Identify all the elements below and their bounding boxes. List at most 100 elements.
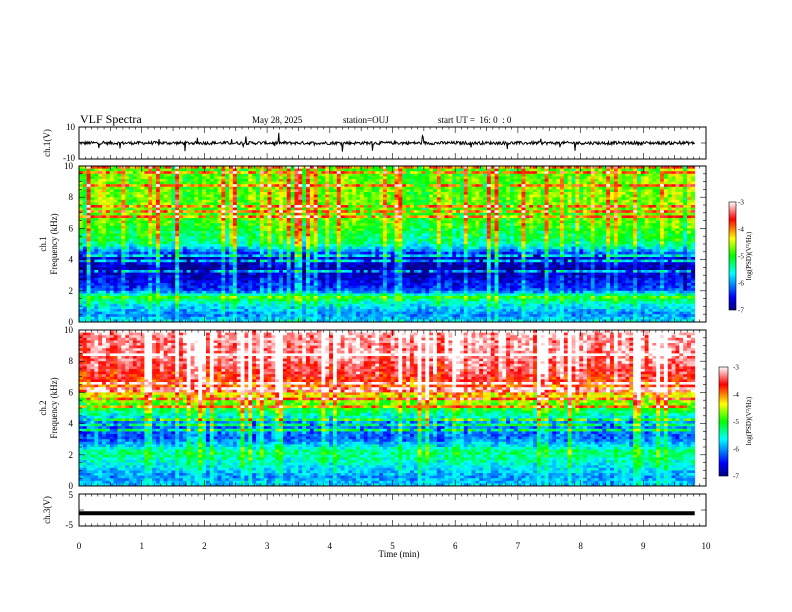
spectrogram-cell [383, 221, 387, 224]
spectrogram-cell [260, 200, 264, 203]
spectrogram-cell [106, 247, 110, 250]
spectrogram-cell [114, 218, 118, 221]
spectrogram-cell [271, 236, 275, 239]
spectrogram-cell [371, 293, 375, 296]
spectrogram-cell [283, 169, 287, 172]
spectrogram-cell [295, 169, 299, 172]
spectrogram-cell [337, 228, 341, 231]
spectrogram-cell [152, 174, 156, 177]
spectrogram-cell [175, 273, 179, 276]
spectrogram-cell [291, 304, 295, 307]
spectrogram-cell [360, 223, 364, 226]
spectrogram-cell [356, 208, 360, 211]
spectrogram-cell [268, 257, 272, 260]
spectrogram-cell [310, 239, 314, 242]
spectrogram-cell [379, 208, 383, 211]
spectrogram-cell [329, 244, 333, 247]
spectrogram-cell [83, 234, 87, 237]
spectrogram-cell [368, 267, 372, 270]
spectrogram-cell [160, 314, 164, 317]
spectrogram-cell [133, 288, 137, 291]
spectrogram-cell [345, 314, 349, 317]
spectrogram-cell [102, 241, 106, 244]
spectrogram-cell [91, 228, 95, 231]
spectrogram-cell [244, 299, 248, 302]
spectrogram-cell [194, 249, 198, 252]
spectrogram-cell [117, 296, 121, 299]
spectrogram-cell [179, 273, 183, 276]
spectrogram-cell [287, 218, 291, 221]
spectrogram-cell [129, 288, 133, 291]
spectrogram-cell [295, 197, 299, 200]
spectrogram-cell [291, 210, 295, 213]
spectrogram-cell [187, 293, 191, 296]
spectrogram-cell [91, 218, 95, 221]
spectrogram-cell [310, 309, 314, 312]
spectrogram-cell [302, 210, 306, 213]
spectrogram-cell [314, 228, 318, 231]
spectrogram-cell [348, 210, 352, 213]
spectrogram-cell [91, 221, 95, 224]
spectrogram-cell [325, 174, 329, 177]
spectrogram-cell [229, 291, 233, 294]
spectrogram-cell [91, 236, 95, 239]
spectrogram-cell [191, 293, 195, 296]
spectrogram-cell [310, 197, 314, 200]
spectrogram-cell [198, 236, 202, 239]
spectrogram-cell [141, 213, 145, 216]
spectrogram-cell [125, 249, 129, 252]
spectrogram-cell [202, 226, 206, 229]
spectrogram-cell [271, 309, 275, 312]
spectrogram-cell [337, 301, 341, 304]
spectrogram-cell [206, 208, 210, 211]
spectrogram-cell [102, 304, 106, 307]
spectrogram-cell [256, 210, 260, 213]
spectrogram-cell [210, 182, 214, 185]
spectrogram-cell [279, 244, 283, 247]
spectrogram-cell [352, 169, 356, 172]
spectrogram-cell [106, 195, 110, 198]
spectrogram-cell [318, 169, 322, 172]
spectrogram-cell [171, 195, 175, 198]
spectrogram-cell [221, 273, 225, 276]
spectrogram-cell [333, 205, 337, 208]
spectrogram-cell [202, 176, 206, 179]
spectrogram-cell [221, 257, 225, 260]
spectrogram-cell [283, 257, 287, 260]
spectrogram-cell [91, 270, 95, 273]
spectrogram-cell [152, 309, 156, 312]
spectrogram-cell [283, 296, 287, 299]
spectrogram-cell [368, 247, 372, 250]
spectrogram-cell [91, 278, 95, 281]
spectrogram-cell [194, 228, 198, 231]
spectrogram-cell [364, 234, 368, 237]
spectrogram-cell [214, 275, 218, 278]
spectrogram-cell [283, 280, 287, 283]
spectrogram-cell [94, 205, 98, 208]
spectrogram-cell [241, 262, 245, 265]
spectrogram-cell [360, 189, 364, 192]
spectrogram-cell [275, 202, 279, 205]
spectrogram-cell [302, 200, 306, 203]
spectrogram-cell [160, 312, 164, 315]
spectrogram-cell [256, 306, 260, 309]
spectrogram-cell [279, 223, 283, 226]
spectrogram-cell [287, 314, 291, 317]
spectrogram-cell [348, 176, 352, 179]
spectrogram-cell [110, 208, 114, 211]
spectrogram-cell [171, 252, 175, 255]
spectrogram-cell [206, 182, 210, 185]
spectrogram-cell [295, 236, 299, 239]
spectrogram-cell [160, 200, 164, 203]
spectrogram-cell [179, 171, 183, 174]
spectrogram-cell [79, 247, 83, 250]
spectrogram-cell [206, 249, 210, 252]
spectrogram-cell [302, 215, 306, 218]
spectrogram-cell [133, 226, 137, 229]
spectrogram-cell [329, 260, 333, 263]
spectrogram-cell [191, 189, 195, 192]
spectrogram-cell [314, 260, 318, 263]
spectrogram-cell [356, 239, 360, 242]
spectrogram-cell [244, 247, 248, 250]
spectrogram-cell [321, 228, 325, 231]
